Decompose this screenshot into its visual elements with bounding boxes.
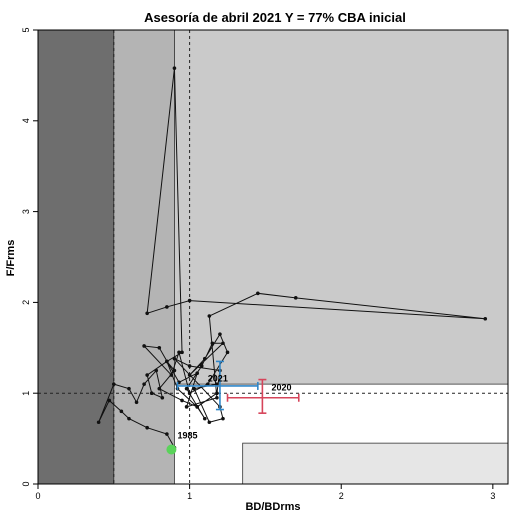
data-point: [112, 382, 116, 386]
data-point: [221, 416, 225, 421]
data-point: [202, 416, 207, 421]
zone-0: [37, 29, 115, 485]
data-point: [195, 371, 199, 376]
y-tick-label-3: 3: [21, 209, 31, 214]
data-point: [218, 332, 222, 336]
data-point: [145, 311, 149, 316]
data-point: [221, 341, 225, 346]
start-point-marker: [166, 444, 177, 455]
data-point: [177, 350, 181, 355]
data-point: [172, 66, 177, 70]
data-point: [119, 409, 124, 414]
data-point: [225, 350, 230, 355]
data-point: [142, 382, 146, 386]
x-tick-label-3: 3: [490, 491, 495, 501]
data-point: [184, 405, 189, 409]
data-point: [142, 344, 146, 348]
data-point: [149, 391, 154, 396]
y-axis-title: F/Frms: [5, 240, 17, 277]
data-point: [165, 305, 169, 309]
point-label-2020: 2020: [271, 382, 291, 392]
x-tick-label-0: 0: [35, 491, 40, 501]
point-label-2021: 2021: [208, 373, 228, 383]
data-point: [180, 398, 184, 403]
data-point: [127, 386, 131, 391]
data-point: [180, 350, 184, 355]
data-point: [215, 391, 219, 396]
data-point: [187, 391, 192, 396]
data-point: [107, 398, 112, 403]
zones-layer: [37, 29, 509, 485]
point-labels-layer: 1985 2021 2020: [177, 373, 291, 440]
plot-frame: [37, 29, 509, 485]
uncertainty-2021: [176, 360, 259, 411]
series-line: [98, 68, 486, 448]
data-point: [165, 359, 169, 364]
zone-3: [242, 442, 509, 485]
y-tick-label-5: 5: [21, 27, 31, 32]
data-point: [157, 386, 162, 391]
zone-2: [174, 29, 509, 385]
data-point: [215, 382, 219, 386]
data-point: [202, 356, 207, 361]
data-point: [293, 296, 298, 300]
data-point: [134, 400, 139, 405]
data-point: [154, 368, 159, 373]
y-tick-label-4: 4: [21, 118, 31, 123]
data-point: [145, 425, 149, 430]
data-point: [187, 373, 192, 377]
axes-layer: 0 1 2 3 0 1 2 3 4 5: [21, 27, 509, 501]
data-point: [184, 386, 189, 391]
data-point: [195, 405, 199, 409]
y-tick-label-0: 0: [21, 481, 31, 486]
data-point: [96, 420, 101, 425]
data-point: [206, 382, 210, 386]
x-tick-label-1: 1: [187, 491, 192, 501]
data-point: [127, 416, 131, 421]
series-layer: [96, 66, 488, 455]
x-axis-title: BD/BDrms: [245, 501, 300, 513]
data-point: [199, 364, 204, 368]
data-point: [145, 373, 149, 377]
data-point: [187, 298, 192, 303]
data-point: [187, 364, 192, 368]
data-point: [483, 316, 488, 321]
uncertainty-layer: [176, 360, 300, 414]
uncertainty-2020: [226, 378, 300, 414]
y-tick-label-1: 1: [21, 391, 31, 396]
data-point: [172, 356, 177, 361]
data-point: [215, 395, 219, 400]
data-point: [210, 341, 215, 346]
data-point: [169, 373, 174, 377]
data-point: [165, 432, 169, 436]
data-point: [207, 314, 212, 318]
data-point: [172, 368, 177, 373]
y-tick-label-2: 2: [21, 300, 31, 305]
point-label-1985: 1985: [177, 431, 197, 441]
data-point: [157, 346, 162, 350]
data-point: [207, 420, 212, 425]
chart-title: Asesoría de abril 2021 Y = 77% CBA inici…: [144, 10, 406, 25]
zone-1: [113, 29, 175, 485]
data-point: [256, 291, 260, 296]
data-point: [160, 395, 165, 400]
reference-lines: [38, 30, 508, 484]
x-tick-label-2: 2: [339, 491, 344, 501]
data-point: [192, 386, 196, 391]
